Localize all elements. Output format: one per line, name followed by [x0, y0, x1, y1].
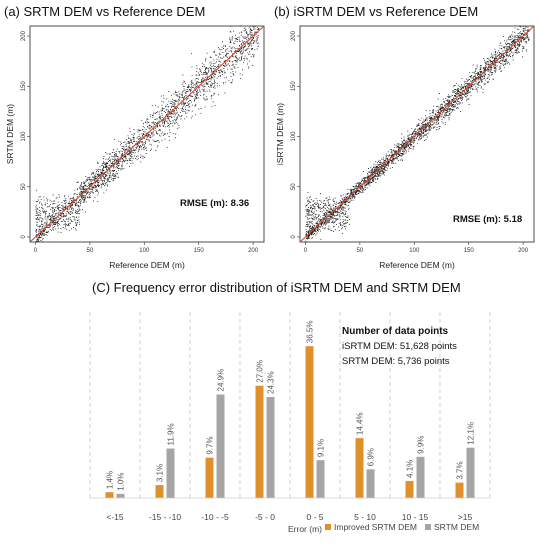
bar-data-label: 14.4% [356, 412, 365, 435]
bar-srtm [316, 460, 325, 498]
bar-data-label: 1.0% [117, 473, 126, 491]
b-xtick-label: 200 [518, 248, 529, 254]
bar-improved [455, 482, 464, 498]
panel-c: 1.4% 1.0% 3.1% 11.9% 9.7% 24.9% 27.0% 24.3% 36.5… [89, 312, 491, 534]
a-ytick-label: 100 [21, 131, 27, 142]
panel-c-xlabel: Error (m) [288, 524, 322, 534]
legend-label-srtm: SRTM DEM [434, 522, 479, 532]
panel-b-points [305, 25, 530, 242]
panel-a-points [35, 25, 260, 243]
bar-improved [105, 492, 114, 498]
b-xtick-label: 100 [409, 248, 420, 254]
bar-data-label: 27.0% [256, 360, 265, 383]
category-label: -5 - 0 [255, 512, 275, 522]
bar-data-label: 9.9% [417, 436, 426, 454]
bar-data-label: 36.5% [306, 321, 315, 344]
panel-b-title: (b) iSRTM DEM vs Reference DEM [274, 4, 478, 19]
bar-improved [405, 480, 414, 498]
panel-c-category-labels: <-15 -15 - -10 -10 - -5 -5 - 0 0 - 5 5 - 10 10… [106, 512, 472, 522]
panel-a-xlabel: Reference DEM (m) [109, 260, 185, 270]
category-label: 5 - 10 [354, 512, 376, 522]
bar-data-label: 24.3% [267, 371, 276, 394]
bar-data-label: 3.7% [456, 461, 465, 479]
panel-b-ticks: 0 50 100 150 200 0 50 100 150 200 [291, 30, 529, 254]
panel-b-ylabel: iSRTM DEM (m) [275, 103, 285, 165]
bar-data-label: 9.1% [317, 439, 326, 457]
bar-data-label: 4.1% [406, 460, 415, 478]
bar-srtm [116, 493, 125, 498]
panel-c-separators [89, 312, 491, 498]
a-xtick-label: 50 [87, 248, 94, 254]
bar-srtm [366, 469, 375, 498]
bar-srtm [416, 456, 425, 498]
bar-improved [355, 438, 364, 498]
panel-b-reference-line [299, 25, 535, 243]
b-ytick-label: 200 [291, 30, 297, 41]
bar-improved [155, 485, 164, 498]
a-xtick-label: 0 [34, 248, 38, 254]
b-xtick-label: 0 [304, 248, 308, 254]
b-point-cloud [305, 25, 530, 242]
legend-label-improved: Improved SRTM DEM [334, 522, 417, 532]
category-label: 0 - 5 [306, 512, 323, 522]
panel-a-ticks: 0 50 100 150 200 0 50 100 150 200 [21, 30, 259, 254]
b-ytick-label: 0 [291, 235, 297, 239]
legend-swatch-improved [325, 524, 331, 530]
category-label: -10 - -5 [201, 512, 229, 522]
a-ytick-label: 200 [21, 30, 27, 41]
panel-b-rmse: RMSE (m): 5.18 [453, 214, 522, 225]
legend-swatch-srtm [425, 524, 431, 530]
panel-a-title: (a) SRTM DEM vs Reference DEM [4, 4, 205, 19]
bar-data-label: 1.4% [106, 471, 115, 489]
a-point-cloud [35, 25, 260, 243]
bar-data-label: 6.9% [367, 448, 376, 466]
bar-data-label: 3.1% [156, 464, 165, 482]
category-label: 10 - 15 [402, 512, 429, 522]
bar-srtm [266, 396, 275, 498]
a-xtick-label: 100 [139, 248, 150, 254]
a-ytick-label: 50 [21, 183, 27, 190]
bar-srtm [466, 447, 475, 498]
bar-improved [255, 385, 264, 498]
category-label: <-15 [106, 512, 124, 522]
panel-c-bars: 1.4% 1.0% 3.1% 11.9% 9.7% 24.9% 27.0% 24.3% 36.5… [105, 321, 476, 498]
b-ytick-label: 150 [291, 81, 297, 92]
panel-b-xlabel: Reference DEM (m) [379, 260, 455, 270]
bar-improved [205, 457, 214, 498]
b-xtick-label: 50 [357, 248, 364, 254]
panel-a-reference-line [29, 25, 265, 243]
a-xtick-label: 200 [248, 248, 259, 254]
panel-c-notes-line2: SRTM DEM: 5,736 points [342, 356, 450, 367]
bar-data-label: 9.7% [206, 436, 215, 454]
panel-a-ylabel: SRTM DEM (m) [5, 104, 15, 164]
bar-improved [305, 346, 314, 498]
bar-data-label: 24.9% [217, 369, 226, 392]
a-ytick-label: 150 [21, 81, 27, 92]
category-label: -15 - -10 [149, 512, 181, 522]
a-ytick-label: 0 [21, 235, 27, 239]
panel-c-notes-heading: Number of data points [342, 326, 449, 337]
b-xtick-label: 150 [464, 248, 475, 254]
bar-srtm [166, 448, 175, 498]
panel-a-rmse: RMSE (m): 8.36 [180, 198, 249, 209]
b-ytick-label: 50 [291, 183, 297, 190]
bar-srtm [216, 394, 225, 498]
category-label: >15 [458, 512, 473, 522]
b-ytick-label: 100 [291, 131, 297, 142]
a-xtick-label: 150 [194, 248, 205, 254]
panel-c-notes-line1: iSRTM DEM: 51,628 points [342, 341, 457, 352]
panel-c-title: (C) Frequency error distribution of iSRT… [92, 280, 461, 295]
bar-data-label: 12.1% [467, 422, 476, 445]
bar-data-label: 11.9% [167, 423, 176, 445]
